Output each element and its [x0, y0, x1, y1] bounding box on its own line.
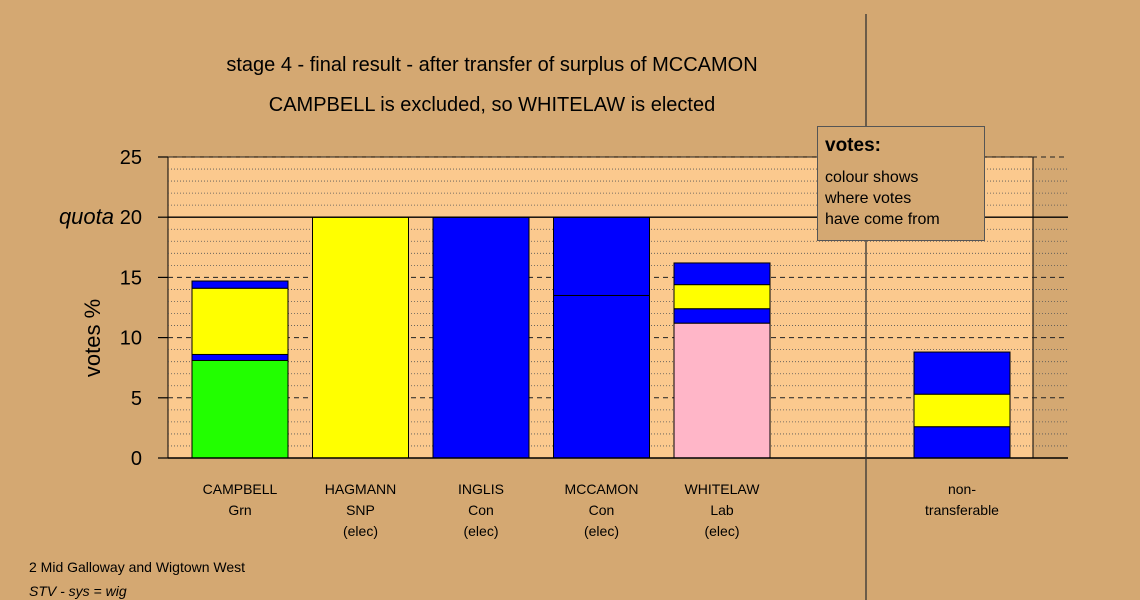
candidate-label: WHITELAW	[685, 481, 761, 497]
candidate-label: (elec)	[704, 523, 739, 539]
bar-segment	[673, 308, 771, 324]
bar-segment	[432, 216, 530, 459]
y-axis-label: votes %	[80, 299, 105, 377]
candidate-label: INGLIS	[458, 481, 504, 497]
bar-segment	[913, 426, 1011, 459]
bar-segment	[191, 280, 289, 289]
y-tick-label: 10	[120, 328, 142, 350]
candidate-label: transferable	[925, 502, 999, 518]
bar-segment	[553, 216, 650, 296]
candidate-label: CAMPBELL	[203, 481, 278, 497]
candidate-label: non-	[948, 481, 976, 497]
candidate-label: MCCAMON	[565, 481, 639, 497]
y-tick-label: 20	[120, 207, 142, 229]
bar-segment	[673, 284, 771, 310]
candidate-label: (elec)	[343, 523, 378, 539]
legend-title: votes:	[825, 135, 881, 156]
chart-title: stage 4 - final result - after transfer …	[226, 54, 757, 76]
candidate-label: Grn	[228, 502, 251, 518]
candidate-label: (elec)	[584, 523, 619, 539]
chart-subtitle: CAMPBELL is excluded, so WHITELAW is ele…	[269, 94, 715, 116]
bar-segment	[673, 322, 771, 459]
bar-segment	[673, 262, 771, 286]
y-tick-label: 5	[131, 388, 142, 410]
bar-segment	[191, 353, 289, 361]
candidate-label: HAGMANN	[325, 481, 397, 497]
ward-name: 2 Mid Galloway and Wigtown West	[29, 559, 245, 575]
candidate-label: Con	[468, 502, 494, 518]
legend-line: have come from	[825, 211, 940, 228]
y-tick-label: 0	[131, 448, 142, 470]
bar-segment	[913, 351, 1011, 395]
y-tick-label: 25	[120, 147, 142, 169]
bar-segment	[191, 359, 289, 459]
candidate-label: Lab	[710, 502, 734, 518]
bar-segment	[191, 287, 289, 355]
system-label: STV - sys = wig	[29, 583, 127, 599]
y-tick-label: 15	[120, 267, 142, 289]
bar-segment	[913, 393, 1011, 428]
candidate-label: Con	[589, 502, 615, 518]
quota-label: quota	[59, 204, 114, 229]
candidate-label: SNP	[346, 502, 375, 518]
candidate-label: (elec)	[463, 523, 498, 539]
bar-segment	[312, 216, 409, 459]
legend-box: votes: colour shows where votes have com…	[817, 126, 985, 241]
legend-line: where votes	[825, 190, 912, 207]
legend-line: colour shows	[825, 169, 919, 186]
bar-segment	[553, 294, 650, 459]
